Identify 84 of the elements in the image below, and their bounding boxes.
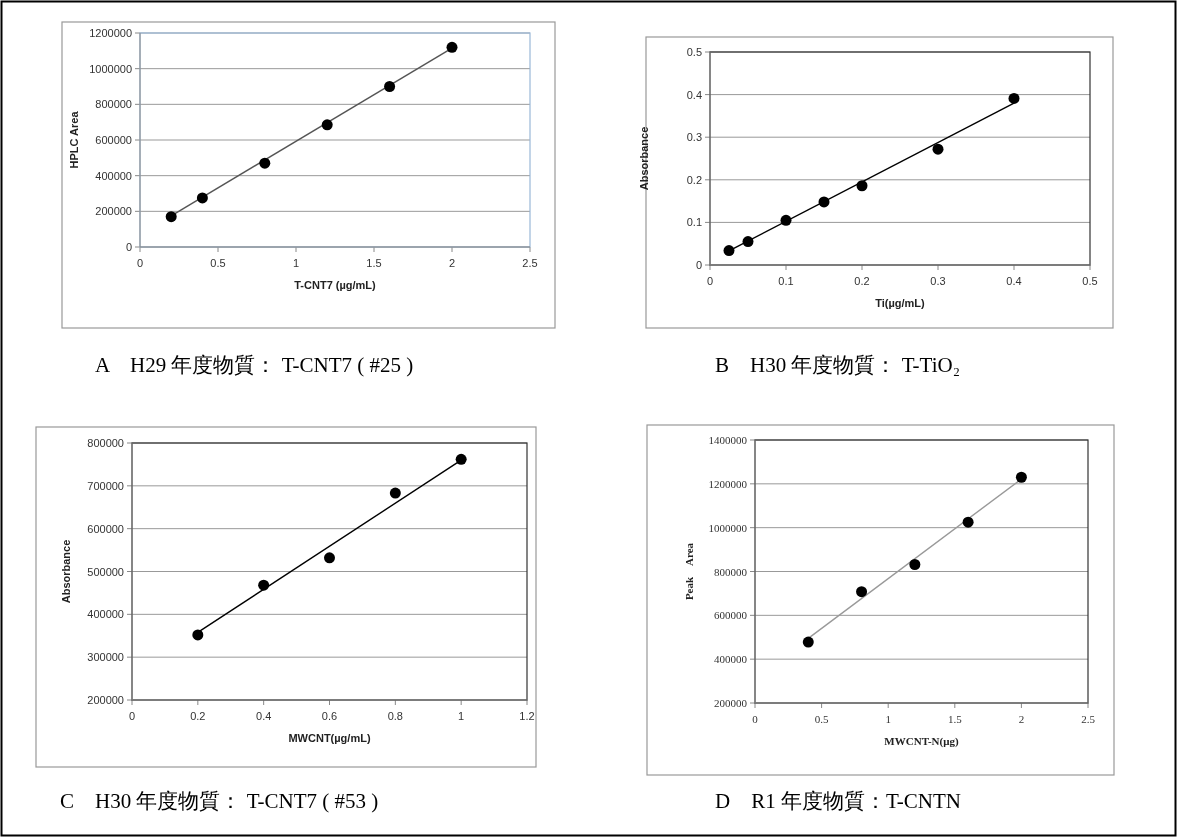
y-tick-label: 400000 — [87, 608, 124, 621]
x-axis-title: T-CNT7 (µg/mL) — [294, 279, 377, 291]
x-tick-label: 1 — [458, 710, 465, 722]
x-tick-label: 1.5 — [366, 257, 382, 269]
text: A H29 年度物質： T-CNT7 ( #25 ) — [95, 353, 414, 377]
x-tick-label: 0.5 — [210, 257, 226, 269]
point — [962, 516, 974, 528]
y-tick-label: 1000000 — [89, 62, 132, 75]
y-tick-label: 400000 — [714, 653, 748, 666]
point — [196, 192, 208, 204]
point — [723, 245, 735, 257]
x-tick-label: 0.5 — [814, 713, 829, 725]
x-axis-title: Ti(µg/mL) — [875, 297, 926, 309]
y-axis-title: Peak Area — [683, 542, 695, 601]
y-tick-label: 0.5 — [686, 46, 702, 58]
x-tick-label: 0.8 — [387, 710, 403, 722]
x-axis-title: MWCNT(µg/mL) — [288, 732, 371, 744]
point — [818, 196, 830, 208]
y-axis-title: Absorbance — [638, 126, 650, 191]
point — [909, 558, 921, 570]
y-tick-label: 800000 — [714, 565, 748, 578]
y-tick-label: 1400000 — [708, 434, 748, 446]
y-tick-label: 500000 — [87, 565, 124, 578]
point — [802, 636, 814, 648]
y-tick-label: 800000 — [87, 437, 124, 449]
y-tick-label: 0.3 — [686, 131, 702, 144]
point — [165, 211, 177, 223]
point — [742, 236, 754, 248]
point — [932, 143, 944, 155]
x-tick-label: 1.5 — [947, 713, 963, 725]
y-tick-label: 1200000 — [89, 27, 132, 39]
y-tick-label: 600000 — [95, 134, 132, 146]
x-tick-label: 0 — [136, 257, 144, 269]
x-tick-label: 1.2 — [519, 710, 535, 722]
point — [192, 629, 204, 641]
text: D R1 年度物質：T-CNTN — [715, 789, 961, 813]
y-tick-label: 200000 — [87, 694, 124, 706]
y-tick-label: 0.1 — [686, 216, 702, 229]
point — [389, 487, 401, 499]
x-tick-label: 0.5 — [1082, 275, 1098, 287]
x-tick-label: 0.2 — [190, 710, 206, 722]
x-tick-label: 2.5 — [522, 257, 538, 269]
y-tick-label: 200000 — [714, 697, 748, 709]
y-tick-label: 700000 — [87, 479, 124, 492]
x-tick-label: 1 — [292, 257, 300, 269]
x-tick-label: 0.1 — [778, 275, 794, 287]
x-tick-label: 0.2 — [854, 275, 870, 287]
point — [1015, 471, 1027, 483]
y-tick-label: 0 — [125, 241, 132, 253]
y-axis-title: Absorbance — [60, 539, 72, 604]
x-tick-label: 0.6 — [321, 710, 338, 722]
y-tick-label: 600000 — [714, 609, 748, 622]
x-axis-title: MWCNT-N(μg) — [884, 735, 959, 748]
point — [856, 180, 868, 192]
point — [455, 453, 467, 465]
y-tick-label: 800000 — [95, 98, 132, 111]
x-tick-label: 0 — [752, 713, 759, 725]
x-tick-label: 1 — [885, 713, 891, 725]
point — [446, 41, 458, 53]
text: C H30 年度物質： T-CNT7 ( #53 ) — [60, 789, 379, 813]
y-tick-label: 300000 — [87, 651, 124, 664]
x-tick-label: 0.3 — [930, 275, 946, 287]
x-tick-label: 0.4 — [1006, 275, 1022, 287]
point — [1008, 92, 1020, 104]
point — [780, 214, 792, 226]
point — [384, 81, 396, 92]
point — [856, 586, 868, 598]
x-tick-label: 0.4 — [256, 710, 272, 722]
y-tick-label: 200000 — [95, 205, 132, 218]
x-tick-label: 2 — [1018, 713, 1025, 725]
x-tick-label: 2 — [448, 257, 456, 269]
text: B H30 年度物質： T-TiO₂ — [715, 353, 960, 377]
point — [259, 157, 271, 169]
x-tick-label: 2.5 — [1081, 713, 1096, 725]
y-tick-label: 1200000 — [708, 477, 748, 490]
y-tick-label: 0.2 — [686, 173, 702, 186]
y-tick-label: 400000 — [95, 169, 132, 182]
y-tick-label: 0.4 — [686, 88, 702, 101]
point — [324, 552, 335, 564]
y-tick-label: 600000 — [87, 522, 124, 535]
y-axis-title: HPLC Area — [68, 110, 80, 169]
point — [321, 119, 333, 131]
point — [258, 579, 270, 591]
y-tick-label: 1000000 — [708, 521, 748, 534]
